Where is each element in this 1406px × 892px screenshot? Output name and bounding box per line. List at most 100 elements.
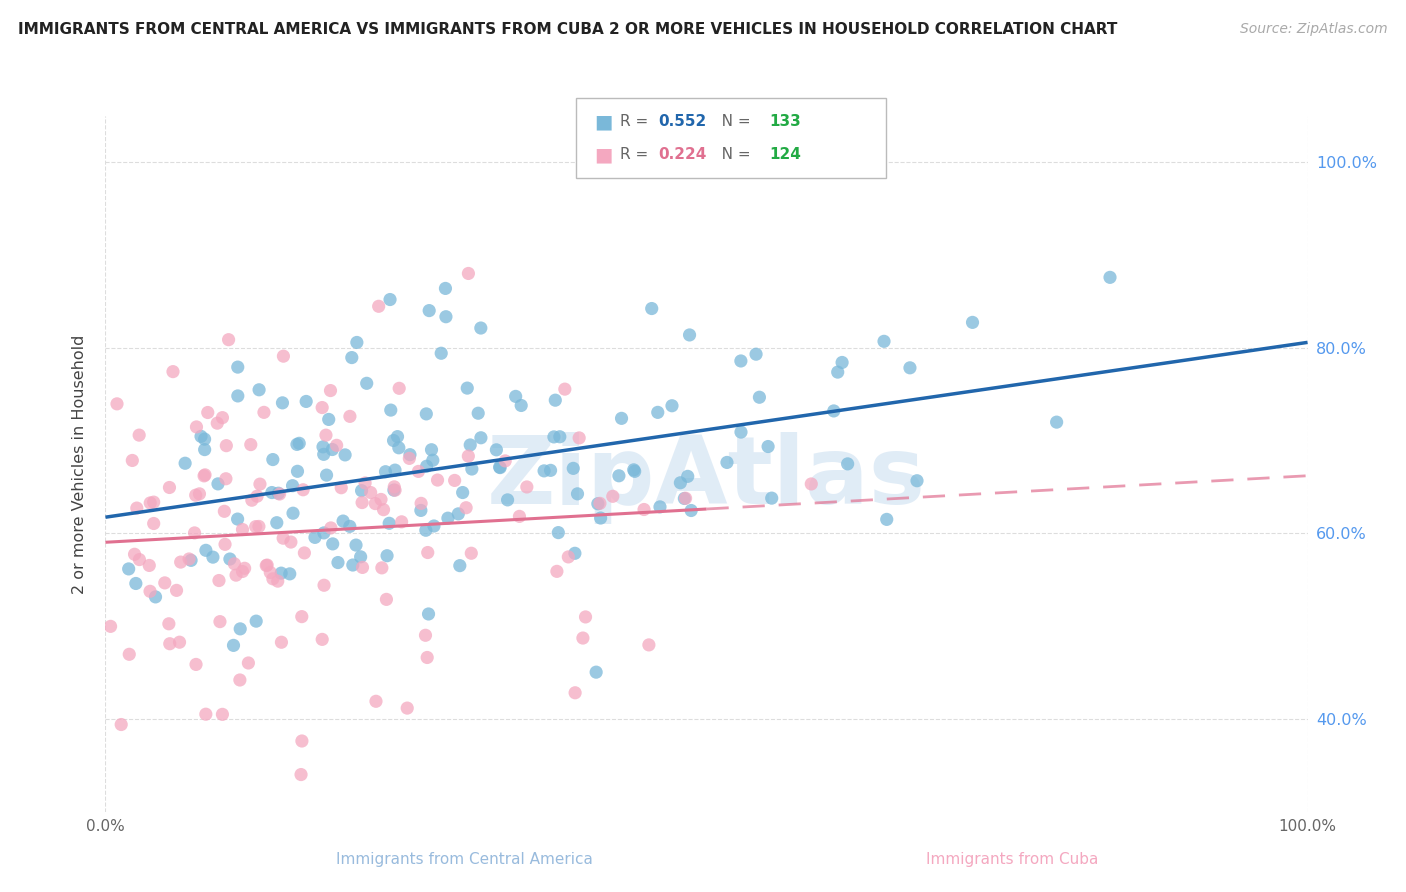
Point — [623, 464, 645, 478]
Point — [281, 506, 304, 520]
Point — [315, 428, 337, 442]
Point — [669, 475, 692, 490]
Point — [226, 512, 249, 526]
Point — [387, 429, 409, 443]
Point — [153, 575, 176, 590]
Point — [380, 403, 402, 417]
Point — [330, 481, 353, 495]
Point — [326, 556, 349, 570]
Point — [367, 299, 389, 313]
Point — [745, 347, 768, 361]
Point — [437, 511, 460, 525]
Point — [418, 303, 440, 318]
Point — [568, 431, 591, 445]
Point — [564, 686, 586, 700]
Point — [823, 404, 845, 418]
Point — [169, 635, 191, 649]
Point — [408, 464, 430, 478]
Text: R =: R = — [620, 147, 654, 162]
Point — [246, 489, 269, 503]
Point — [319, 521, 342, 535]
Point — [229, 673, 252, 687]
Point — [291, 734, 314, 748]
Point — [110, 717, 132, 731]
Text: 0.224: 0.224 — [658, 147, 706, 162]
Point — [260, 485, 283, 500]
Point — [162, 365, 184, 379]
Point — [231, 523, 253, 537]
Point — [312, 447, 335, 461]
Point — [610, 411, 633, 425]
Point — [458, 438, 481, 452]
Point — [352, 560, 374, 574]
Point — [648, 500, 671, 514]
Point — [295, 394, 318, 409]
Point — [409, 503, 432, 517]
Point — [238, 656, 260, 670]
Point — [675, 491, 697, 506]
Point — [354, 475, 377, 490]
Point — [456, 381, 478, 395]
Point — [177, 552, 200, 566]
Point — [396, 701, 419, 715]
Point — [374, 465, 396, 479]
Point — [312, 578, 335, 592]
Point — [391, 515, 413, 529]
Point — [633, 502, 655, 516]
Point — [589, 496, 612, 510]
Point — [214, 504, 236, 518]
Point — [215, 439, 238, 453]
Point — [118, 648, 141, 662]
Point — [434, 310, 457, 324]
Point — [554, 382, 576, 396]
Point — [716, 455, 738, 469]
Point — [544, 393, 567, 408]
Point — [186, 420, 208, 434]
Point — [349, 549, 371, 564]
Point — [905, 474, 928, 488]
Point — [562, 461, 585, 475]
Point — [370, 492, 392, 507]
Point — [371, 561, 394, 575]
Point — [157, 616, 180, 631]
Point — [170, 555, 193, 569]
Point — [489, 460, 512, 475]
Point — [287, 464, 309, 478]
Point — [546, 565, 568, 579]
Point — [180, 553, 202, 567]
Point — [375, 549, 398, 563]
Point — [399, 448, 422, 462]
Point — [266, 516, 288, 530]
Point — [647, 405, 669, 419]
Point — [333, 448, 356, 462]
Point — [510, 399, 533, 413]
Point — [364, 497, 387, 511]
Point — [676, 469, 699, 483]
Point — [319, 384, 342, 398]
Text: 0.552: 0.552 — [658, 114, 706, 129]
Point — [340, 351, 363, 365]
Point — [139, 584, 162, 599]
Point — [485, 442, 508, 457]
Point — [325, 438, 347, 452]
Point — [207, 416, 229, 430]
Point — [222, 639, 245, 653]
Point — [215, 472, 238, 486]
Point — [226, 360, 249, 375]
Point — [411, 496, 433, 510]
Point — [100, 619, 122, 633]
Point — [378, 516, 401, 531]
Point — [415, 459, 437, 474]
Point — [761, 491, 783, 505]
Text: Immigrants from Central America: Immigrants from Central America — [336, 852, 592, 867]
Point — [375, 592, 398, 607]
Point — [449, 558, 471, 573]
Point — [384, 463, 406, 477]
Point — [572, 631, 595, 645]
Point — [125, 576, 148, 591]
Point — [443, 474, 465, 488]
Point — [352, 495, 374, 509]
Point — [460, 546, 482, 560]
Point — [292, 483, 315, 497]
Point — [730, 354, 752, 368]
